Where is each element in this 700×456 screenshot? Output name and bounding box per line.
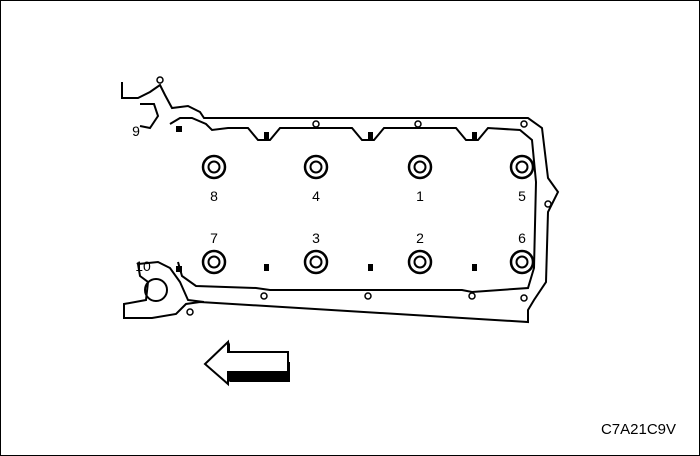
gasket-small-holes xyxy=(156,76,552,316)
bolt-label: 3 xyxy=(312,230,320,246)
bolt-1: 1 xyxy=(407,154,433,204)
bolt-label: 4 xyxy=(312,188,320,204)
bolt-hole xyxy=(515,255,529,269)
bolt-6: 6 xyxy=(509,230,535,275)
label-10: 10 xyxy=(135,258,151,274)
bolt-2: 2 xyxy=(407,230,433,275)
bolt-ring xyxy=(407,249,433,275)
gasket-bottom-left-hole xyxy=(144,278,168,302)
figure-code: C7A21C9V xyxy=(600,421,676,438)
bolt-ring xyxy=(201,249,227,275)
bolt-group: 1 2 3 4 5 6 7 8 xyxy=(201,154,535,275)
bolt-ring xyxy=(509,154,535,180)
bolt-label: 1 xyxy=(416,188,424,204)
bolt-hole xyxy=(515,160,529,174)
gasket-top-left-cutout xyxy=(139,103,160,130)
bolt-ring xyxy=(407,154,433,180)
bolt-label: 5 xyxy=(518,188,526,204)
bolt-3: 3 xyxy=(303,230,329,275)
gasket-tabs xyxy=(176,126,477,272)
bolt-hole xyxy=(413,160,427,174)
label-9: 9 xyxy=(132,123,140,139)
bolt-label: 6 xyxy=(518,230,526,246)
bolt-ring xyxy=(509,249,535,275)
bolt-label: 7 xyxy=(210,230,218,246)
bolt-hole xyxy=(309,255,323,269)
bolt-ring xyxy=(201,154,227,180)
bolt-hole xyxy=(207,255,221,269)
bolt-4: 4 xyxy=(303,154,329,204)
bolt-ring xyxy=(303,154,329,180)
bolt-hole xyxy=(413,255,427,269)
direction-arrow-icon xyxy=(203,339,290,387)
bolt-ring xyxy=(303,249,329,275)
bolt-7: 7 xyxy=(201,230,227,275)
bolt-label: 8 xyxy=(210,188,218,204)
bolt-8: 8 xyxy=(201,154,227,204)
gasket-inner-outline xyxy=(169,117,538,294)
bolt-5: 5 xyxy=(509,154,535,204)
gasket-outline xyxy=(121,82,560,324)
bolt-hole xyxy=(207,160,221,174)
bolt-label: 2 xyxy=(416,230,424,246)
bolt-hole xyxy=(309,160,323,174)
